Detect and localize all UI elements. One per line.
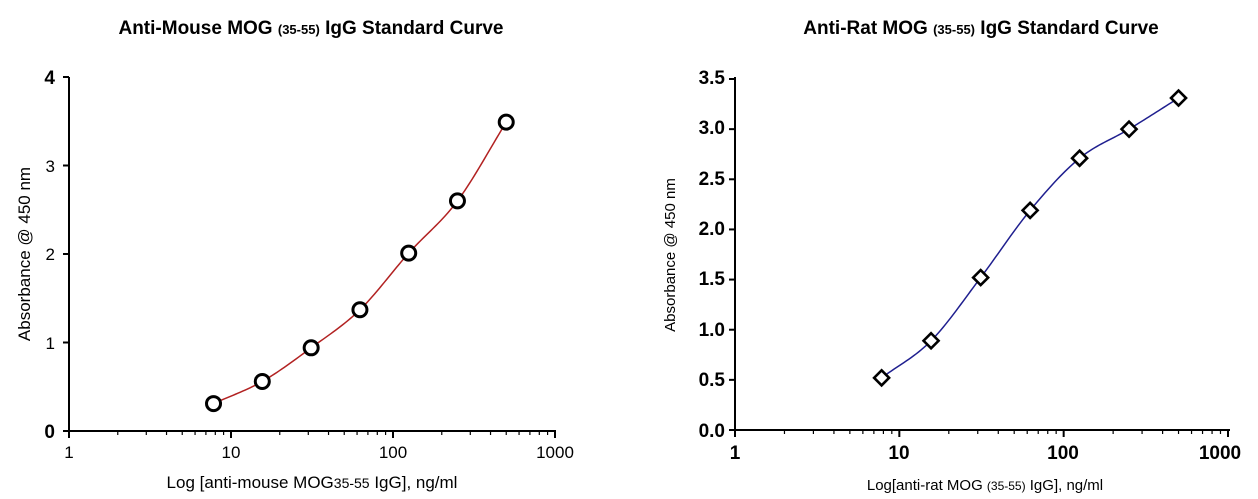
mouse-x-axis-label: Log [anti-mouse MOG35-55 IgG], ng/ml (167, 473, 458, 492)
rat-y-tick-label: 3.5 (699, 68, 726, 89)
data-point (1169, 88, 1188, 108)
rat-y-tick-label: 1.5 (699, 269, 726, 290)
mouse-y-tick-label: 1 (46, 334, 55, 353)
data-point (1119, 119, 1139, 139)
rat-y-tick-label: 0.0 (699, 421, 725, 442)
data-point (205, 395, 223, 413)
rat-x-tick-label: 10 (888, 443, 909, 464)
data-point (302, 339, 320, 357)
data-point (921, 331, 941, 351)
data-point (497, 113, 515, 131)
mouse-chart: Anti-Mouse MOG (35-55) IgG Standard Curv… (15, 18, 574, 492)
data-point (400, 244, 418, 262)
rat-y-axis-label: Absorbance @ 450 nm (662, 178, 679, 332)
mouse-x-tick-label: 10 (222, 443, 241, 462)
rat-y-tick-label: 2.0 (699, 219, 725, 240)
rat-y-tick-label: 3.0 (699, 118, 725, 139)
rat-chart-title: Anti-Rat MOG (35-55) IgG Standard Curve (803, 18, 1158, 39)
mouse-fit-curve (213, 121, 507, 405)
rat-y-tick-label: 1.0 (699, 320, 725, 341)
rat-x-tick-label: 1000 (1199, 443, 1241, 464)
mouse-y-tick-label: 3 (46, 157, 55, 176)
mouse-y-tick-label: 2 (46, 245, 55, 264)
mouse-x-tick-label: 1 (64, 443, 73, 462)
rat-y-tick-label: 2.5 (699, 169, 726, 190)
data-point (872, 368, 891, 388)
rat-x-tick-label: 1 (730, 443, 741, 464)
mouse-y-tick-label: 0 (44, 422, 55, 443)
rat-chart: Anti-Rat MOG (35-55) IgG Standard Curve … (662, 18, 1241, 494)
data-point (1070, 148, 1089, 168)
rat-y-tick-label: 0.5 (699, 370, 726, 391)
rat-fit-curve (881, 97, 1179, 379)
mouse-y-tick-label: 4 (44, 68, 55, 89)
mouse-y-axis-label: Absorbance @ 450 nm (15, 167, 34, 341)
mouse-x-tick-label: 1000 (536, 443, 574, 462)
data-point (971, 268, 990, 287)
rat-x-axis-label: Log[anti-rat MOG (35-55) IgG], ng/ml (867, 477, 1103, 494)
mouse-x-tick-label: 100 (379, 443, 407, 462)
data-point (448, 192, 466, 210)
data-point (253, 372, 271, 390)
data-point (1020, 201, 1040, 220)
data-point (351, 301, 369, 319)
mouse-chart-title: Anti-Mouse MOG (35-55) IgG Standard Curv… (118, 18, 503, 39)
rat-x-tick-label: 100 (1047, 443, 1079, 464)
